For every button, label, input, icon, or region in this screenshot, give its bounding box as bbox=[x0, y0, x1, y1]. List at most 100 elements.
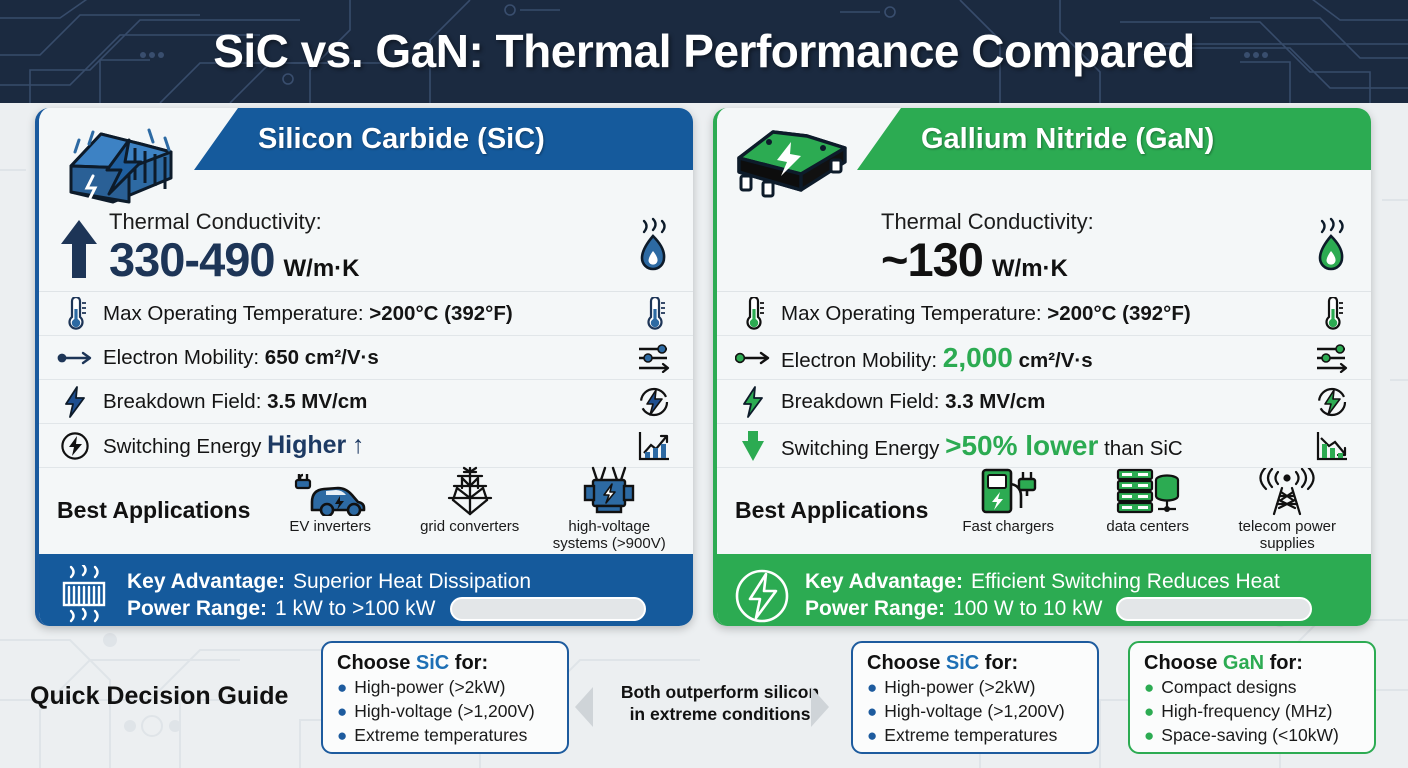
card-gan-application-2: telecom power supplies bbox=[1224, 468, 1350, 551]
card-sic-top: Silicon Carbide (SiC) bbox=[39, 108, 693, 206]
card-gan-application-0: Fast chargers bbox=[945, 468, 1071, 535]
card-gan-top: Gallium Nitride (GaN) bbox=[717, 108, 1371, 206]
telecom-tower-icon bbox=[1224, 468, 1350, 516]
power-circle-icon bbox=[55, 431, 95, 461]
card-gan-footer: Key Advantage: Efficient Switching Reduc… bbox=[717, 554, 1371, 626]
card-sic-application-1: grid converters bbox=[407, 467, 533, 535]
decision-box-2-title: Choose GaN for: bbox=[1144, 652, 1303, 674]
card-sic: Silicon Carbide (SiC) Thermal Conductivi… bbox=[35, 108, 693, 626]
decision-box-0-item-0: ● High-power (>2kW) bbox=[337, 676, 555, 700]
thermometer-icon bbox=[1309, 296, 1355, 331]
decision-box-1-item-2: ● Extreme temperatures bbox=[867, 724, 1085, 748]
thermometer-icon bbox=[55, 296, 95, 331]
chart-up-icon bbox=[631, 430, 677, 462]
card-gan-thermal-value: ~130 bbox=[881, 232, 984, 286]
card-gan-applications-label: Best Applications bbox=[735, 496, 929, 523]
card-sic-thermal-unit: W/m·K bbox=[283, 254, 360, 282]
card-gan-spec-max-temp: Max Operating Temperature: >200°C (392°F… bbox=[717, 292, 1371, 336]
power-pylon-icon bbox=[407, 467, 533, 516]
decision-box-2-item-2: ● Space-saving (<10kW) bbox=[1144, 724, 1362, 748]
thermometer-icon bbox=[631, 296, 677, 331]
middle-banner-line-1: Both outperform silicon bbox=[620, 682, 820, 702]
middle-banner: Both outperform silicon in extreme condi… bbox=[596, 682, 844, 725]
card-sic-thermal-text: Thermal Conductivity: 330-490 W/m·K bbox=[105, 210, 625, 286]
card-gan-thermal-text: Thermal Conductivity: ~130 W/m·K bbox=[731, 210, 1303, 286]
card-gan: Gallium Nitride (GaN) Thermal Conductivi… bbox=[713, 108, 1371, 626]
card-gan-spec-electron-mobility: Electron Mobility: 2,000 cm²/V·s bbox=[717, 336, 1371, 380]
card-sic-spec-breakdown-field-text: Breakdown Field: 3.5 MV/cm bbox=[103, 389, 368, 413]
decision-box-1-item-0: ● High-power (>2kW) bbox=[867, 676, 1085, 700]
card-sic-power-range: Power Range: 1 kW to >100 kW bbox=[127, 596, 675, 623]
flame-icon bbox=[1303, 217, 1357, 281]
decision-box-0-title: Choose SiC for: bbox=[337, 652, 489, 674]
gan-transistor-chip-icon bbox=[727, 118, 875, 206]
bullet-icon: ● bbox=[337, 725, 348, 745]
header-circuit-pattern bbox=[0, 0, 1408, 103]
arrow-down-icon bbox=[733, 429, 773, 463]
lightning-bolt-icon bbox=[55, 385, 95, 418]
card-sic-spec-electron-mobility-text: Electron Mobility: 650 cm²/V·s bbox=[103, 345, 379, 369]
quick-decision-guide-title: Quick Decision Guide bbox=[30, 682, 289, 710]
card-gan-key-advantage-value: Efficient Switching Reduces Heat bbox=[970, 570, 1280, 594]
card-gan-spec-breakdown-field: Breakdown Field: 3.3 MV/cm bbox=[717, 380, 1371, 424]
card-gan-title: Gallium Nitride (GaN) bbox=[857, 108, 1371, 170]
electron-mobility-arrow-icon bbox=[55, 350, 95, 366]
card-sic-application-2: high-voltage systems (>900V) bbox=[546, 467, 672, 551]
card-sic-spec-max-temp-text: Max Operating Temperature: >200°C (392°F… bbox=[103, 301, 513, 325]
card-sic-key-advantage: Key Advantage: Superior Heat Dissipation bbox=[127, 569, 675, 596]
card-gan-spec-electron-mobility-text: Electron Mobility: 2,000 cm²/V·s bbox=[781, 341, 1093, 373]
chart-down-icon bbox=[1309, 430, 1355, 462]
card-sic-footer: Key Advantage: Superior Heat Dissipation… bbox=[39, 554, 693, 626]
card-sic-key-advantage-value: Superior Heat Dissipation bbox=[292, 570, 532, 594]
card-gan-application-1: data centers bbox=[1085, 468, 1211, 535]
card-sic-spec-switching-energy: Switching Energy Higher ↑ bbox=[39, 424, 693, 468]
flame-icon bbox=[625, 217, 679, 281]
bullet-icon: ● bbox=[867, 701, 878, 721]
card-gan-application-0-caption: Fast chargers bbox=[962, 518, 1055, 536]
card-sic-key-advantage-label: Key Advantage: bbox=[127, 570, 285, 594]
card-sic-title: Silicon Carbide (SiC) bbox=[194, 108, 693, 170]
bullet-icon: ● bbox=[1144, 678, 1155, 697]
card-sic-spec-breakdown-field: Breakdown Field: 3.5 MV/cm bbox=[39, 380, 693, 424]
sliders-icon bbox=[1309, 343, 1355, 373]
decision-box-1-title: Choose SiC for: bbox=[867, 652, 1019, 674]
card-gan-application-1-caption: data centers bbox=[1106, 518, 1189, 536]
card-sic-spec-electron-mobility: Electron Mobility: 650 cm²/V·s bbox=[39, 336, 693, 380]
decision-box-0-item-2: ● Extreme temperatures bbox=[337, 724, 555, 748]
card-gan-applications: Best Applications Fas bbox=[717, 468, 1371, 554]
thermometer-icon bbox=[733, 296, 773, 331]
card-sic-thermal-value: 330-490 bbox=[109, 232, 275, 286]
card-gan-spec-switching-energy: Switching Energy >50% lower than SiC bbox=[717, 424, 1371, 468]
fast-charger-icon bbox=[945, 468, 1071, 516]
arrow-up-icon bbox=[53, 218, 105, 280]
card-sic-spec-max-temp: Max Operating Temperature: >200°C (392°F… bbox=[39, 292, 693, 336]
card-gan-spec-max-temp-text: Max Operating Temperature: >200°C (392°F… bbox=[781, 301, 1191, 325]
data-center-icon bbox=[1085, 468, 1211, 516]
bolt-circle-icon bbox=[731, 565, 793, 626]
decision-box-2-item-0: ● Compact designs bbox=[1144, 676, 1362, 700]
card-sic-power-range-label: Power Range: bbox=[127, 597, 268, 620]
power-module-heatsink-icon bbox=[49, 118, 197, 206]
bullet-icon: ● bbox=[337, 701, 348, 721]
bullet-icon: ● bbox=[337, 678, 348, 697]
card-sic-thermal-conductivity-row: Thermal Conductivity: 330-490 W/m·K bbox=[39, 206, 693, 292]
card-gan-application-2-caption: telecom power supplies bbox=[1238, 518, 1336, 552]
card-sic-power-range-value: 1 kW to >100 kW bbox=[275, 597, 436, 620]
card-gan-thermal-unit: W/m·K bbox=[991, 254, 1068, 282]
card-sic-spec-switching-energy-text: Switching Energy Higher ↑ bbox=[103, 431, 365, 459]
card-sic-application-0-caption: EV inverters bbox=[289, 518, 372, 536]
card-gan-spec-breakdown-field-text: Breakdown Field: 3.3 MV/cm bbox=[781, 389, 1046, 413]
card-gan-thermal-conductivity-row: Thermal Conductivity: ~130 W/m·K bbox=[717, 206, 1371, 292]
card-sic-application-0: EV inverters bbox=[267, 468, 393, 535]
lightning-bolt-icon bbox=[733, 385, 773, 418]
card-gan-power-range-value: 100 W to 10 kW bbox=[953, 597, 1103, 620]
quick-decision-guide: Quick Decision Guide Choose SiC for: ● Hi… bbox=[0, 632, 1408, 768]
bullet-icon: ● bbox=[1144, 725, 1155, 745]
decision-box-1-item-1: ● High-voltage (>1,200V) bbox=[867, 700, 1085, 724]
card-gan-power-range-bar bbox=[1116, 597, 1313, 622]
card-gan-thermal-label: Thermal Conductivity: bbox=[881, 209, 1094, 235]
page-title: SiC vs. GaN: Thermal Performance Compare… bbox=[213, 25, 1195, 77]
card-gan-key-advantage: Key Advantage: Efficient Switching Reduc… bbox=[805, 569, 1353, 596]
card-gan-key-advantage-label: Key Advantage: bbox=[805, 570, 963, 594]
decision-box-2-item-1: ● High-frequency (MHz) bbox=[1144, 700, 1362, 724]
